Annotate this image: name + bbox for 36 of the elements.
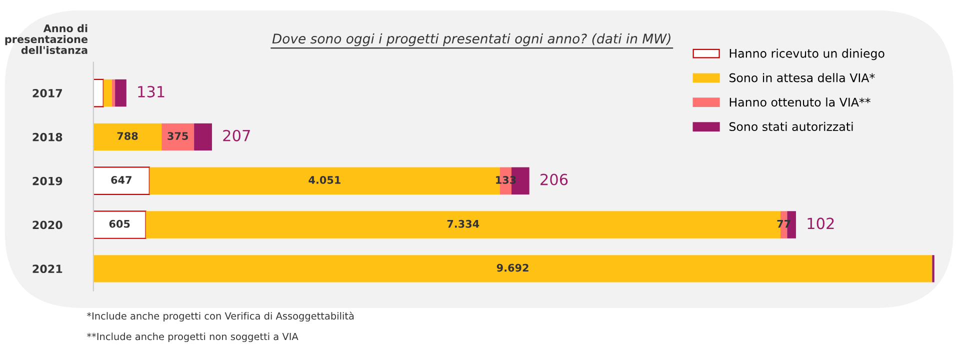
y-tick-label: 2018: [32, 132, 62, 142]
bar: [162, 123, 194, 151]
text: *Include anche progetti con Verifica di Assoggettabilità: [86, 312, 354, 322]
y-tick-label: 2021: [32, 264, 62, 274]
data-label: 7.334: [447, 220, 480, 228]
data-label: 4.051: [308, 176, 340, 184]
bar: [93, 255, 932, 282]
legend-label: Sono stati autorizzati: [729, 122, 853, 132]
data-label: 375: [168, 132, 188, 140]
data-label: 605: [109, 220, 130, 228]
data-label: 206: [540, 174, 568, 186]
y-axis-title: Anno di presentazione dell'istanza: [5, 24, 88, 54]
data-label: 102: [808, 218, 834, 230]
data-label: 647: [111, 176, 132, 184]
legend-label: Hanno ricevuto un diniego: [730, 48, 884, 60]
bar: [194, 123, 212, 151]
bar: [115, 79, 126, 107]
data-label: 131: [138, 86, 164, 98]
bar: [93, 210, 146, 239]
data-label: 9.692: [496, 264, 528, 272]
data-label: 207: [223, 130, 250, 142]
bar: [93, 123, 162, 151]
y-tick-label: 2019: [32, 176, 62, 186]
data-label: 788: [117, 132, 138, 140]
y-tick-label: 2017: [32, 88, 62, 98]
bar: [103, 79, 112, 107]
bar: [93, 166, 150, 196]
bar: [112, 79, 116, 107]
bar: [93, 78, 104, 108]
legend-label: Hanno ottenuto la VIA**: [730, 98, 870, 107]
text: **Include anche progetti non soggetti a VIA: [86, 332, 298, 342]
legend-label: Sono in attesa della VIA*: [729, 73, 875, 82]
data-label: 133: [496, 176, 516, 184]
chart-title: Dove sono oggi i progetti presentati ogni anno? (dati in MW): [272, 33, 670, 46]
data-label: 77: [777, 220, 790, 228]
y-tick-label: 2020: [32, 220, 62, 230]
